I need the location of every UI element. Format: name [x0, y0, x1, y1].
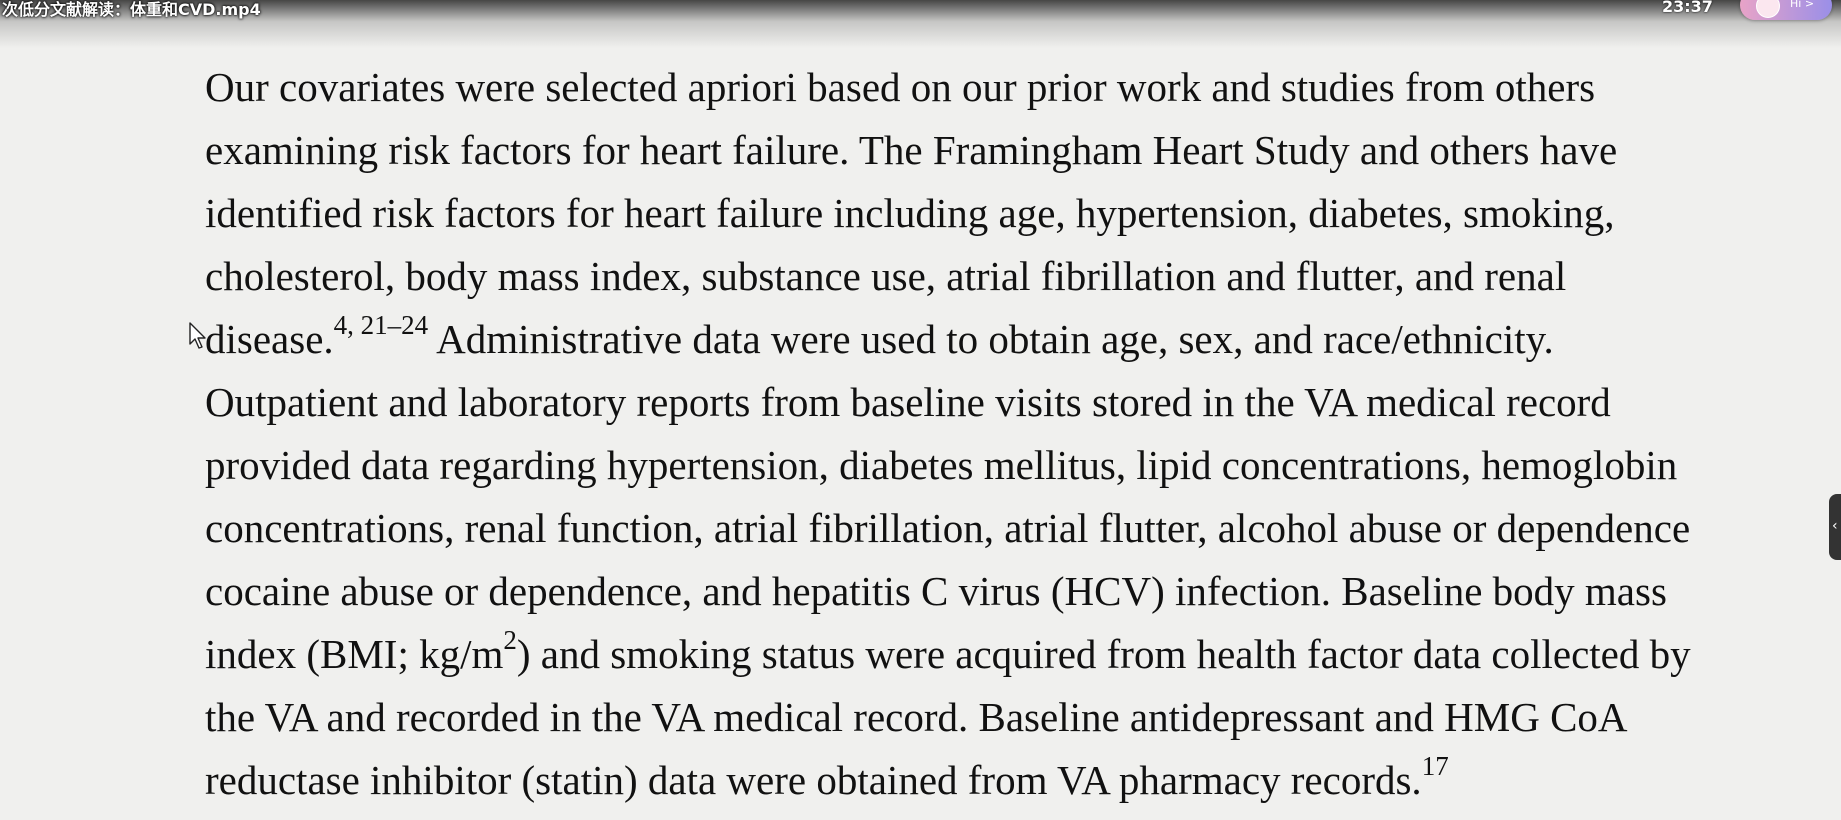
citation-superscript: 17: [1421, 751, 1449, 782]
line-text: Our covariates were selected apriori bas…: [205, 64, 1596, 110]
line-text: the VA and recorded in the VA medical re…: [205, 694, 1628, 740]
line-text: disease.: [205, 316, 334, 362]
mouse-pointer-icon: [189, 322, 206, 349]
citation-superscript: 4, 21–24: [333, 310, 429, 341]
text-line: examining risk factors for heart failure…: [205, 119, 1841, 182]
line-text: Administrative data were used to obtain …: [428, 316, 1554, 362]
line-text: index (BMI; kg/m: [205, 631, 504, 677]
side-panel-toggle[interactable]: ‹: [1829, 494, 1841, 560]
text-line: reductase inhibitor (statin) data were o…: [205, 749, 1841, 812]
line-text: cocaine abuse or dependence, and hepatit…: [205, 568, 1667, 614]
text-line: the VA and recorded in the VA medical re…: [205, 686, 1841, 749]
article-paragraph: Our covariates were selected apriori bas…: [205, 56, 1841, 812]
line-text: examining risk factors for heart failure…: [205, 127, 1618, 173]
text-line: concentrations, renal function, atrial f…: [205, 497, 1841, 560]
text-line: index (BMI; kg/m2) and smoking status we…: [205, 623, 1841, 686]
playback-clock: 23:37: [1662, 0, 1713, 16]
line-text: cholesterol, body mass index, substance …: [205, 253, 1567, 299]
line-text: reductase inhibitor (statin) data were o…: [205, 757, 1422, 803]
text-line: disease.4, 21–24 Administrative data wer…: [205, 308, 1841, 371]
text-line: provided data regarding hypertension, di…: [205, 434, 1841, 497]
chevron-left-icon: ‹: [1832, 518, 1838, 534]
text-line: Outpatient and laboratory reports from b…: [205, 371, 1841, 434]
assistant-button-label: Hi >: [1790, 0, 1815, 10]
assistant-avatar-icon: [1756, 0, 1780, 18]
text-line: cholesterol, body mass index, substance …: [205, 245, 1841, 308]
text-line: cocaine abuse or dependence, and hepatit…: [205, 560, 1841, 623]
text-line: Our covariates were selected apriori bas…: [205, 56, 1841, 119]
unit-superscript: 2: [503, 625, 517, 656]
line-text: ) and smoking status were acquired from …: [516, 631, 1691, 677]
video-title: 次低分文献解读：体重和CVD.mp4: [2, 0, 261, 19]
assistant-button[interactable]: Hi >: [1740, 0, 1832, 20]
line-text: provided data regarding hypertension, di…: [205, 442, 1678, 488]
line-text: identified risk factors for heart failur…: [205, 190, 1615, 236]
line-text: concentrations, renal function, atrial f…: [205, 505, 1691, 551]
line-text: Outpatient and laboratory reports from b…: [205, 379, 1611, 425]
text-line: identified risk factors for heart failur…: [205, 182, 1841, 245]
video-player-title-bar: 次低分文献解读：体重和CVD.mp4 23:37 Hi >: [0, 0, 1841, 48]
